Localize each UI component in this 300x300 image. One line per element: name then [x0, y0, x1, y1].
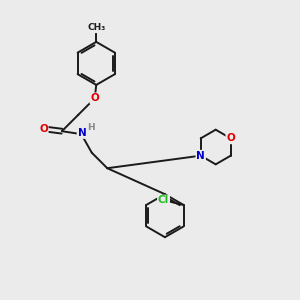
Text: H: H [87, 123, 95, 132]
Text: N: N [196, 151, 205, 161]
Text: O: O [226, 134, 235, 143]
Text: Cl: Cl [158, 196, 169, 206]
Text: CH₃: CH₃ [87, 23, 105, 32]
Text: N: N [77, 128, 86, 138]
Text: O: O [90, 93, 99, 103]
Text: O: O [39, 124, 48, 134]
